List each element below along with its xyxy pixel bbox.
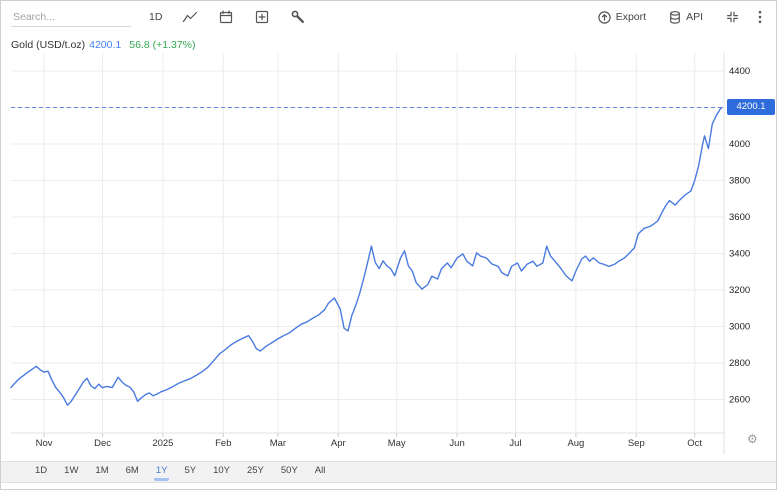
x-axis-label: May [388, 438, 406, 449]
draw-tool-button[interactable] [288, 7, 308, 27]
chart-type-button[interactable] [180, 8, 200, 26]
line-chart-icon [183, 11, 198, 23]
y-axis-label: 3200 [729, 285, 750, 296]
interval-button[interactable]: 1D [147, 9, 164, 25]
range-option-10y[interactable]: 10Y [213, 465, 230, 476]
export-button[interactable]: Export [595, 8, 648, 27]
api-button[interactable]: API [666, 8, 705, 27]
current-price-badge: 4200.1 [727, 99, 775, 115]
more-menu-button[interactable] [756, 8, 764, 26]
range-option-25y[interactable]: 25Y [246, 465, 264, 476]
y-axis-label: 3000 [729, 322, 750, 333]
price-series-line [10, 106, 723, 406]
x-axis-label: Sep [628, 438, 645, 449]
toolbar-right-group: Export API [577, 8, 764, 27]
chart-legend: Gold (USD/t.oz) 4200.1 56.8 (+1.37%) [11, 39, 196, 51]
x-axis-label: Jun [449, 438, 464, 449]
y-axis-label: 2600 [729, 395, 750, 406]
gear-icon: ⚙ [747, 432, 758, 446]
range-selector: 1D 1W 1M 6M 1Y 5Y 10Y 25Y 50Y All [1, 461, 776, 483]
plus-square-icon [256, 10, 269, 24]
x-axis-label: Oct [687, 438, 702, 449]
y-axis-label: 3600 [729, 212, 750, 223]
x-axis-label: 2025 [152, 438, 173, 449]
export-icon [598, 10, 611, 24]
export-label: Export [615, 11, 647, 23]
legend-series-name: Gold (USD/t.oz) [11, 39, 86, 51]
calendar-icon [220, 10, 233, 24]
chart-settings-button[interactable]: ⚙ [747, 433, 758, 445]
toolbar: 1D [1, 1, 776, 33]
range-option-1m[interactable]: 1M [95, 465, 109, 476]
range-option-1y[interactable]: 1Y [153, 463, 170, 481]
interval-label: 1D [149, 11, 163, 23]
legend-change: 56.8 (+1.37%) [129, 39, 196, 51]
chart-region: Nov Dec 2025 Feb Mar Apr May Jun Jul Aug Sep Oct 440… [1, 33, 777, 461]
api-label: API [686, 11, 703, 23]
x-axis-label: Mar [270, 438, 286, 449]
database-icon [670, 10, 680, 24]
range-option-50y[interactable]: 50Y [280, 465, 298, 476]
range-option-5y[interactable]: 5Y [184, 465, 197, 476]
wrench-icon [292, 10, 305, 24]
x-axis-label: Nov [36, 438, 53, 449]
range-option-1d[interactable]: 1D [35, 465, 48, 476]
y-axis-label: 3800 [729, 176, 750, 187]
x-axis-label: Jul [509, 438, 521, 449]
calendar-button[interactable] [216, 7, 236, 27]
search-input[interactable] [11, 7, 131, 27]
footer-strip [1, 483, 776, 489]
y-axis-label: 2800 [729, 358, 750, 369]
x-axis-label: Apr [331, 438, 346, 449]
collapse-icon [727, 11, 738, 23]
kebab-menu-icon [758, 10, 762, 24]
y-axis-label: 4400 [729, 66, 750, 77]
y-axis-label: 3400 [729, 249, 750, 260]
legend-price: 4200.1 [89, 39, 122, 51]
chart-plot[interactable]: Nov Dec 2025 Feb Mar Apr May Jun Jul Aug Sep Oct 440… [1, 33, 777, 461]
range-option-6m[interactable]: 6M [125, 465, 139, 476]
range-option-all[interactable]: All [314, 465, 326, 476]
collapse-view-button[interactable] [723, 8, 742, 26]
range-option-1w[interactable]: 1W [64, 465, 79, 476]
add-indicator-button[interactable] [252, 7, 272, 27]
x-axis-label: Dec [94, 438, 111, 449]
x-axis-label: Aug [567, 438, 584, 449]
x-axis-label: Feb [215, 438, 231, 449]
y-axis-label: 4000 [729, 139, 750, 150]
